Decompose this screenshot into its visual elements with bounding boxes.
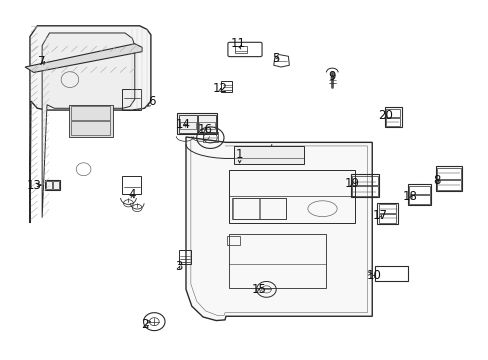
Bar — [386, 109, 399, 117]
Bar — [199, 122, 214, 129]
Bar — [180, 122, 195, 129]
Text: 10: 10 — [366, 269, 380, 282]
Bar — [232, 198, 285, 220]
Text: 3: 3 — [175, 260, 182, 273]
Text: 2: 2 — [141, 318, 148, 331]
Bar — [259, 198, 285, 219]
Bar — [69, 105, 113, 137]
Text: 19: 19 — [344, 177, 359, 190]
Bar — [71, 106, 110, 120]
Text: 15: 15 — [251, 283, 266, 296]
Polygon shape — [42, 33, 135, 218]
Bar — [384, 107, 401, 127]
Text: 11: 11 — [231, 37, 245, 50]
Bar — [198, 115, 215, 133]
Bar — [203, 132, 217, 142]
Bar — [228, 170, 354, 223]
Bar — [177, 113, 217, 134]
Text: 7: 7 — [39, 55, 46, 68]
Text: 9: 9 — [328, 69, 335, 82]
Bar — [436, 180, 460, 190]
Bar — [233, 146, 304, 164]
Bar — [378, 204, 395, 213]
Bar — [386, 118, 399, 126]
Bar — [71, 121, 110, 135]
Polygon shape — [25, 44, 142, 72]
Bar — [178, 250, 190, 264]
Text: 16: 16 — [198, 123, 213, 136]
Bar — [408, 186, 429, 194]
Text: 8: 8 — [432, 174, 440, 186]
Bar — [232, 198, 259, 219]
Text: 18: 18 — [402, 190, 417, 203]
Text: 1: 1 — [235, 148, 243, 161]
Bar — [221, 81, 231, 92]
Text: 14: 14 — [176, 118, 191, 131]
Bar — [234, 46, 246, 53]
Bar — [376, 203, 397, 224]
Bar — [378, 214, 395, 223]
Polygon shape — [185, 137, 371, 320]
Bar — [351, 176, 377, 185]
Polygon shape — [30, 26, 151, 223]
Bar — [53, 181, 59, 189]
Text: 4: 4 — [128, 188, 136, 201]
Bar — [408, 195, 429, 204]
Text: 6: 6 — [148, 95, 155, 108]
Text: 5: 5 — [272, 51, 279, 64]
Bar — [122, 89, 141, 110]
Bar — [436, 168, 460, 179]
Bar — [45, 181, 52, 189]
Text: 12: 12 — [212, 82, 227, 95]
Text: 13: 13 — [26, 179, 41, 192]
Text: 20: 20 — [378, 109, 392, 122]
Bar — [435, 166, 462, 192]
Bar — [228, 234, 326, 288]
Text: 17: 17 — [372, 210, 387, 222]
Bar — [374, 266, 407, 281]
Bar — [44, 180, 60, 190]
Bar — [179, 115, 196, 133]
Bar — [407, 184, 430, 205]
Bar — [227, 235, 239, 244]
Bar — [350, 174, 378, 197]
Bar — [122, 176, 141, 194]
Bar — [351, 186, 377, 196]
